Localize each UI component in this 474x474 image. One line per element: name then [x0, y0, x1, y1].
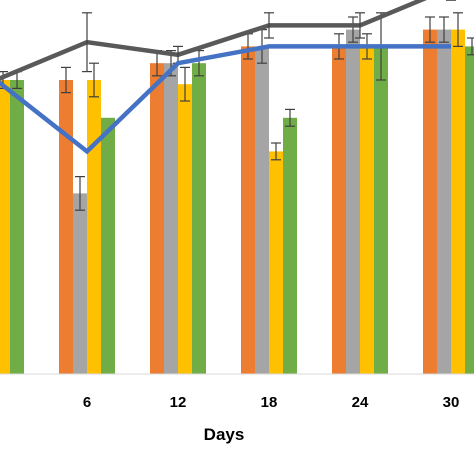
line-series-1	[0, 0, 428, 81]
bar-s2-day-12	[164, 63, 178, 374]
bar-s1-day-12	[150, 63, 164, 374]
x-tick-label-12: 12	[170, 394, 187, 411]
bar-s3-day-12	[178, 84, 192, 374]
bar-s4-day-0	[10, 80, 24, 374]
error-bar-s2-day-30	[439, 16, 449, 43]
bar-s2-day-24	[346, 29, 360, 374]
bar-s3-day-30	[451, 29, 465, 374]
bar-s4-day-18	[283, 117, 297, 375]
error-bar-s2-day-6	[75, 176, 85, 211]
bar-s1-day-6	[59, 80, 73, 374]
x-tick-label-6: 6	[83, 394, 91, 411]
bar-s1-day-30	[423, 29, 437, 374]
bar-group	[0, 12, 474, 375]
error-bar-s3-day-12	[180, 66, 190, 102]
bar-s4-day-30	[465, 46, 474, 375]
error-bar-s3-day-6	[89, 62, 99, 98]
bar-s3-day-18	[269, 151, 283, 374]
bar-s3-day-24	[360, 46, 374, 375]
bar-s1-day-24	[332, 46, 346, 375]
bar-s3-day-6	[87, 80, 101, 374]
x-tick-labels: 6 12 18 24 30	[83, 394, 460, 411]
error-bar-s4-day-18	[285, 108, 295, 127]
bar-s2-day-30	[437, 29, 451, 374]
bar-s1-day-18	[241, 46, 255, 375]
error-bar-s4-day-30	[467, 37, 474, 56]
error-bar-s1-day-6	[61, 66, 71, 94]
bar-s2-day-6	[73, 193, 87, 374]
bar-s4-day-12	[192, 63, 206, 374]
error-bar-s3-day-30	[453, 12, 463, 48]
x-tick-label-18: 18	[261, 394, 278, 411]
bar-s4-day-6	[101, 117, 115, 375]
bar-s2-day-18	[255, 46, 269, 375]
error-bar-line-1-day-18	[264, 12, 274, 39]
line-series-2	[0, 44, 451, 155]
x-tick-label-24: 24	[352, 394, 369, 411]
x-tick-label-30: 30	[443, 394, 460, 411]
x-axis-title: Days	[204, 425, 245, 444]
error-bar-line-1-day-6	[82, 12, 92, 73]
error-bar-s2-day-24	[348, 16, 358, 43]
bar-s3-day-0	[0, 80, 10, 374]
error-bar-s1-day-30	[425, 16, 435, 43]
bar-s4-day-24	[374, 46, 388, 375]
error-bar-line-1-day-24	[355, 12, 365, 39]
line-group	[0, 0, 456, 155]
error-bar-s3-day-18	[271, 142, 281, 161]
